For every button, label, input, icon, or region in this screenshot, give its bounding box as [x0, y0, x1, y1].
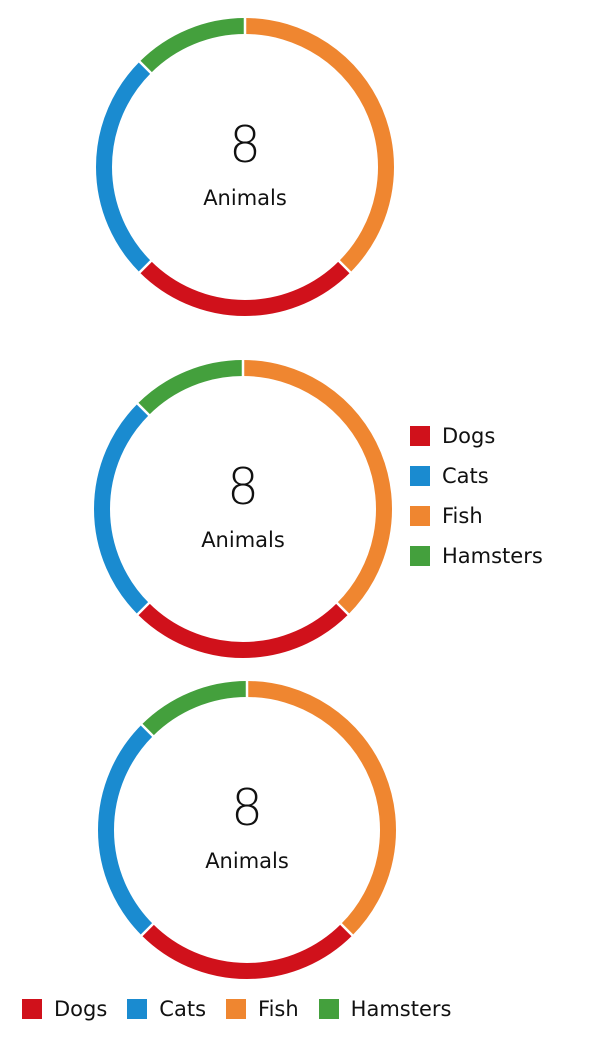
- donut-svg-2: 8 Animals: [94, 352, 392, 658]
- donut-svg-1: 8 Animals: [96, 10, 394, 316]
- legend-item-cats[interactable]: Cats: [127, 997, 206, 1021]
- donut-slice-cats[interactable]: [94, 403, 149, 615]
- legend-label: Fish: [258, 997, 299, 1021]
- slice-separator: [131, 596, 156, 621]
- donut-slice-cats[interactable]: [98, 724, 153, 936]
- legend-swatch: [410, 466, 430, 486]
- donut-slice-hamsters[interactable]: [139, 18, 246, 74]
- legend-swatch: [226, 999, 247, 1019]
- donut-slice-hamsters[interactable]: [137, 360, 244, 416]
- legend-label: Hamsters: [350, 997, 452, 1021]
- slice-separator: [334, 917, 359, 942]
- legend-item-cats[interactable]: Cats: [410, 456, 543, 496]
- legend-item-fish[interactable]: Fish: [226, 997, 299, 1021]
- slice-separator: [135, 917, 160, 942]
- center-value: 8: [231, 779, 263, 837]
- donut-slice-fish[interactable]: [246, 681, 396, 936]
- legend-item-hamsters[interactable]: Hamsters: [410, 536, 543, 576]
- donut-slice-fish[interactable]: [244, 18, 394, 273]
- donut-slices-1: [96, 10, 394, 316]
- legend-label: Cats: [442, 464, 489, 488]
- donut-chart-1: 8 Animals: [90, 10, 400, 322]
- slice-separator: [131, 397, 156, 422]
- legend-swatch: [22, 999, 42, 1019]
- donut-slice-cats[interactable]: [96, 61, 151, 273]
- slice-separator: [332, 254, 357, 279]
- donut-svg-3: 8 Animals: [98, 673, 396, 979]
- legend-label: Hamsters: [442, 544, 543, 568]
- legend-label: Dogs: [442, 424, 496, 448]
- legend-bottom: Dogs Cats Fish Hamsters: [22, 997, 471, 1021]
- legend-swatch: [410, 506, 430, 526]
- center-value: 8: [229, 116, 261, 174]
- legend-label: Fish: [442, 504, 483, 528]
- donut-chart-2: 8 Animals: [88, 352, 398, 664]
- donut-slices-3: [98, 673, 396, 979]
- slice-separator: [330, 596, 355, 621]
- legend-item-fish[interactable]: Fish: [410, 496, 543, 536]
- donut-slices-2: [94, 352, 392, 658]
- legend-right: Dogs Cats Fish Hamsters: [410, 416, 543, 576]
- legend-swatch: [318, 999, 339, 1019]
- donut-slice-fish[interactable]: [242, 360, 392, 615]
- legend-label: Cats: [159, 997, 207, 1021]
- center-label: Animals: [203, 186, 287, 210]
- legend-item-dogs[interactable]: Dogs: [22, 997, 107, 1021]
- center-value: 8: [227, 458, 259, 516]
- donut-chart-3: 8 Animals: [92, 673, 402, 985]
- center-label: Animals: [201, 528, 285, 552]
- legend-swatch: [127, 999, 148, 1019]
- slice-separator: [135, 718, 160, 743]
- legend-swatch: [410, 546, 430, 566]
- donut-slice-hamsters[interactable]: [141, 681, 248, 737]
- donut-slice-dogs[interactable]: [137, 603, 349, 658]
- center-label: Animals: [205, 849, 289, 873]
- legend-swatch: [410, 426, 430, 446]
- donut-slice-dogs[interactable]: [141, 924, 353, 979]
- legend-label: Dogs: [54, 997, 108, 1021]
- legend-item-hamsters[interactable]: Hamsters: [318, 997, 452, 1021]
- slice-separator: [133, 254, 158, 279]
- legend-item-dogs[interactable]: Dogs: [410, 416, 543, 456]
- donut-slice-dogs[interactable]: [139, 261, 351, 316]
- slice-separator: [133, 55, 158, 80]
